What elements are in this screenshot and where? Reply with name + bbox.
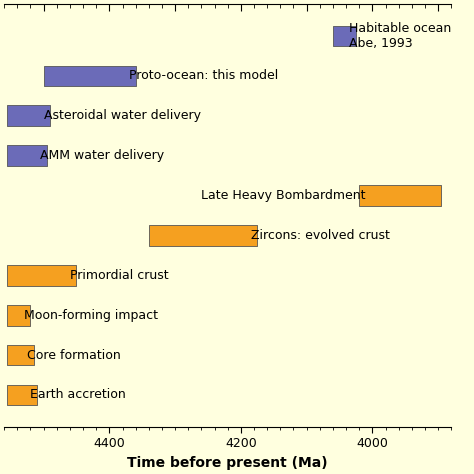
Text: Earth accretion: Earth accretion [30,389,126,401]
Text: Moon-forming impact: Moon-forming impact [24,309,158,322]
X-axis label: Time before present (Ma): Time before present (Ma) [128,456,328,470]
Text: Primordial crust: Primordial crust [70,269,169,282]
Text: Proto-ocean: this model: Proto-ocean: this model [129,70,278,82]
Text: AMM water delivery: AMM water delivery [40,149,164,162]
Text: Asteroidal water delivery: Asteroidal water delivery [44,109,201,122]
Text: Late Heavy Bombardment: Late Heavy Bombardment [201,189,366,202]
Text: Zircons: evolved crust: Zircons: evolved crust [251,229,390,242]
Text: Core formation: Core formation [27,348,121,362]
Text: Habitable ocean
Abe, 1993: Habitable ocean Abe, 1993 [349,22,452,50]
